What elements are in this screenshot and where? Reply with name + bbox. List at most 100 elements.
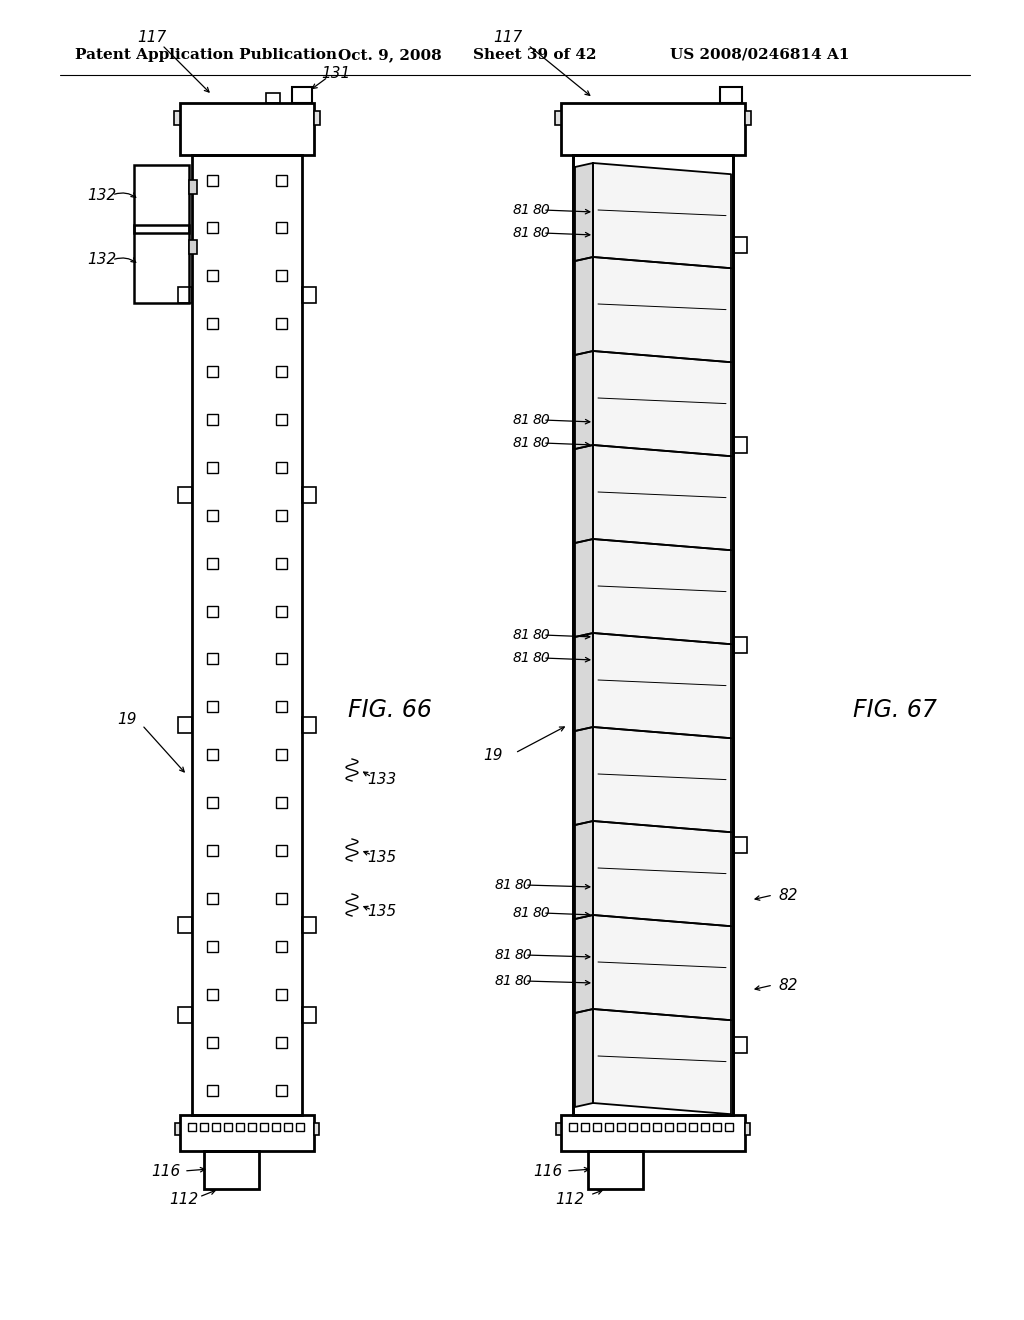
Bar (180, 103, 314, 154)
Bar (677, 1123, 685, 1131)
Bar (276, 941, 287, 952)
Bar (207, 222, 218, 234)
Text: 19: 19 (483, 747, 503, 763)
Bar (207, 557, 218, 569)
Bar (134, 165, 189, 234)
Bar (207, 271, 218, 281)
Bar (134, 224, 189, 304)
Bar (733, 837, 746, 853)
Text: FIG. 67: FIG. 67 (853, 698, 937, 722)
Bar (207, 174, 218, 186)
Bar (276, 222, 287, 234)
Polygon shape (593, 915, 731, 1020)
Text: Oct. 9, 2008: Oct. 9, 2008 (338, 48, 442, 62)
Bar (276, 414, 287, 425)
Bar (276, 510, 287, 521)
Text: 117: 117 (494, 30, 522, 45)
Bar (302, 917, 316, 933)
Text: 135: 135 (368, 850, 396, 865)
Polygon shape (593, 257, 731, 362)
Bar (745, 111, 751, 125)
Bar (555, 111, 561, 125)
Bar (276, 892, 287, 904)
Bar (556, 1123, 561, 1135)
Bar (296, 1123, 304, 1131)
Bar (276, 1085, 287, 1096)
Bar (284, 1123, 292, 1131)
Bar (175, 1123, 180, 1135)
Bar (276, 797, 287, 808)
Text: Sheet 39 of 42: Sheet 39 of 42 (473, 48, 597, 62)
Bar (733, 238, 746, 253)
Bar (178, 286, 193, 304)
Bar (573, 154, 733, 1115)
Bar (276, 318, 287, 329)
Bar (260, 1123, 268, 1131)
Text: 82: 82 (778, 978, 798, 993)
Polygon shape (593, 821, 731, 927)
Bar (207, 1085, 218, 1096)
Bar (581, 1123, 589, 1131)
Bar (605, 1123, 613, 1131)
Text: 80: 80 (532, 413, 550, 426)
Text: 80: 80 (514, 974, 531, 987)
Bar (207, 366, 218, 378)
Text: 135: 135 (368, 904, 396, 920)
Bar (207, 750, 218, 760)
Polygon shape (593, 727, 731, 832)
Bar (713, 1123, 721, 1131)
Text: 80: 80 (532, 203, 550, 216)
Text: 81: 81 (512, 203, 529, 216)
Text: 80: 80 (514, 878, 531, 892)
Bar (588, 1151, 643, 1189)
Bar (207, 797, 218, 808)
Polygon shape (575, 727, 593, 825)
Bar (276, 606, 287, 616)
Bar (248, 1123, 256, 1131)
Bar (212, 1123, 220, 1131)
Text: 112: 112 (169, 1192, 199, 1206)
Polygon shape (593, 162, 731, 268)
Bar (302, 286, 316, 304)
Bar (276, 462, 287, 473)
Text: 81: 81 (495, 878, 512, 892)
Text: 117: 117 (137, 30, 167, 45)
Text: 80: 80 (532, 436, 550, 450)
Polygon shape (593, 539, 731, 644)
Bar (276, 271, 287, 281)
Bar (276, 989, 287, 999)
Bar (207, 606, 218, 616)
Polygon shape (575, 1008, 593, 1107)
Bar (561, 103, 745, 154)
Bar (207, 414, 218, 425)
Bar (189, 240, 197, 253)
Text: 80: 80 (532, 226, 550, 240)
Bar (733, 1038, 746, 1053)
Bar (200, 1123, 208, 1131)
Bar (314, 1123, 319, 1135)
Text: 133: 133 (368, 772, 396, 788)
Bar (641, 1123, 649, 1131)
Bar (207, 701, 218, 713)
Polygon shape (575, 539, 593, 638)
Bar (725, 1123, 733, 1131)
Text: US 2008/0246814 A1: US 2008/0246814 A1 (671, 48, 850, 62)
Text: 81: 81 (495, 948, 512, 962)
Bar (276, 174, 287, 186)
Polygon shape (593, 1008, 731, 1114)
Polygon shape (593, 634, 731, 738)
Bar (617, 1123, 625, 1131)
Text: 131: 131 (322, 66, 350, 81)
Bar (653, 1123, 662, 1131)
Bar (276, 366, 287, 378)
Text: 132: 132 (87, 252, 117, 268)
Bar (178, 1007, 193, 1023)
Bar (314, 111, 319, 125)
Bar (204, 1151, 259, 1189)
Bar (207, 653, 218, 664)
Polygon shape (575, 821, 593, 919)
Text: 116: 116 (534, 1163, 562, 1179)
Bar (207, 318, 218, 329)
Bar (689, 1123, 697, 1131)
Text: 19: 19 (118, 713, 137, 727)
